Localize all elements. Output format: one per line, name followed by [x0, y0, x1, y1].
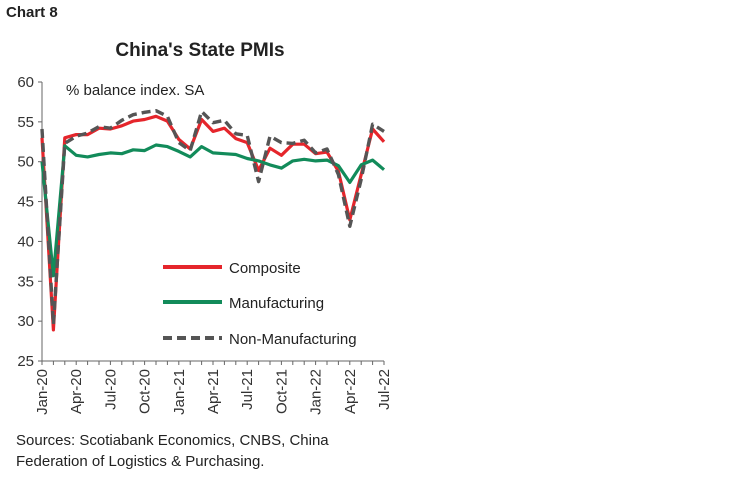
x-tick-label: Jan-20 [34, 369, 51, 415]
line-chart: 25 30 35 40 45 50 55 60 Jan-20 Apr-20 Jul-20 Oct-20… [17, 74, 393, 415]
chart-label: Chart 8 [6, 4, 58, 21]
y-tick-label: 30 [17, 313, 34, 330]
axes: 25 30 35 40 45 50 55 60 Jan-20 Apr-20 Jul-20 Oct-20… [17, 74, 393, 415]
legend: Composite Manufacturing Non-Manufacturing [163, 260, 357, 348]
x-tick-label: Oct-20 [137, 369, 154, 414]
x-tick-label: Jul-20 [102, 369, 119, 410]
x-tick-label: Apr-20 [68, 369, 85, 414]
y-tick-label: 55 [17, 114, 34, 131]
x-tick-label: Jan-21 [171, 369, 188, 415]
chart-title: China's State PMIs [115, 40, 285, 61]
x-tick-label: Apr-21 [205, 369, 222, 414]
series-line-composite [40, 114, 386, 332]
y-tick-label: 50 [17, 154, 34, 171]
y-tick-label: 45 [17, 194, 34, 211]
legend-label: Composite [229, 260, 301, 277]
x-tick-label: Jul-22 [376, 369, 393, 410]
x-tick-label: Jan-22 [308, 369, 325, 415]
x-tick-label: Oct-21 [273, 369, 290, 414]
y-tick-label: 25 [17, 353, 34, 370]
source-note: Sources: Scotiabank Economics, CNBS, Chi… [16, 432, 329, 470]
x-tick-label: Jul-21 [239, 369, 256, 410]
y-tick-label: 35 [17, 273, 34, 290]
series-line-manufacturing [40, 143, 386, 278]
unit-note: % balance index. SA [66, 82, 205, 99]
y-tick-label: 40 [17, 233, 34, 250]
series-lines [40, 109, 386, 332]
series-line-non-manufacturing [40, 109, 385, 326]
y-tick-label: 60 [17, 74, 34, 91]
legend-label: Manufacturing [229, 295, 324, 312]
x-tick-label: Apr-22 [342, 369, 359, 414]
legend-label: Non-Manufacturing [229, 331, 357, 348]
